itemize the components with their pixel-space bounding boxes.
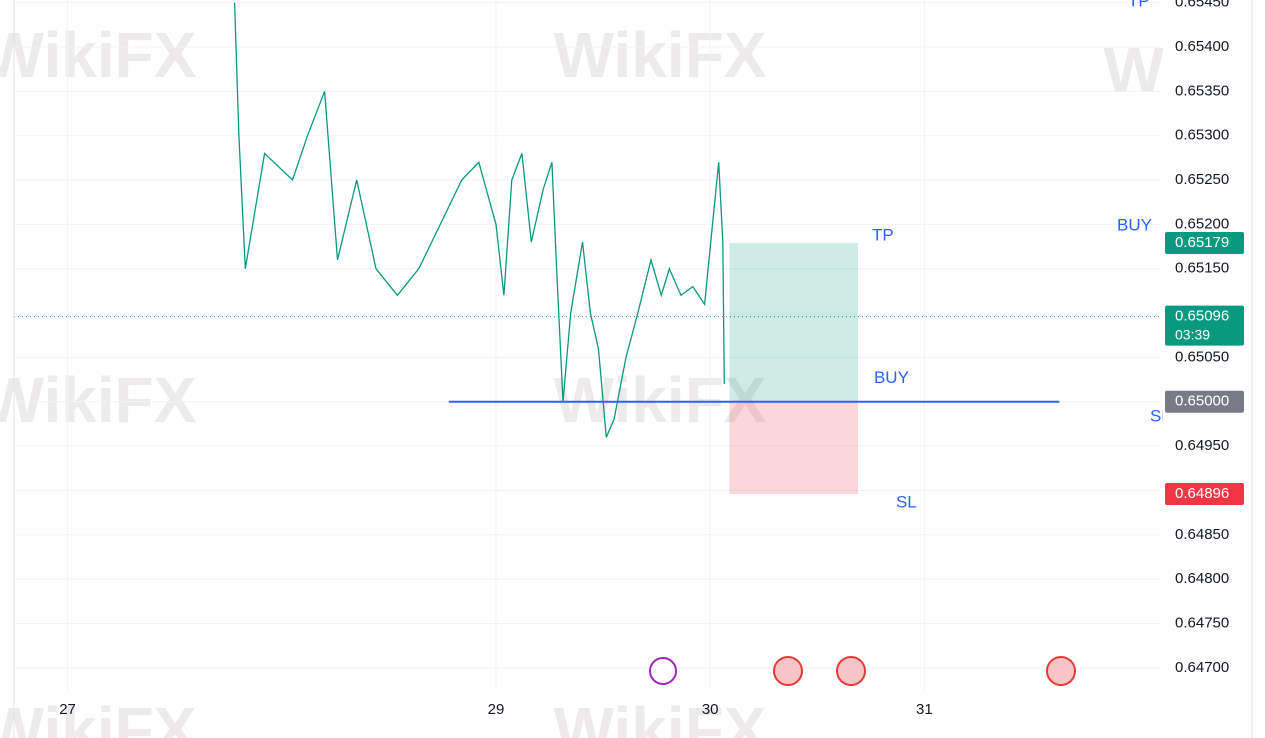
event-icon[interactable] <box>649 657 677 685</box>
y-tick-label: 0.65400 <box>1175 38 1229 55</box>
countdown-label: 03:39 <box>1175 326 1210 342</box>
take-profit-zone <box>729 243 858 402</box>
price-tag <box>1165 390 1244 413</box>
price-tag-label: 0.65179 <box>1175 234 1229 251</box>
price-tag-label: 0.64896 <box>1175 485 1229 502</box>
event-icon[interactable] <box>773 656 803 686</box>
watermark: WikiFX <box>554 694 767 738</box>
y-tick-label: 0.65200 <box>1175 215 1229 232</box>
price-tag <box>1165 482 1244 505</box>
x-tick-label: 30 <box>702 701 719 718</box>
watermark: WikiFX <box>0 19 197 91</box>
y-tick-label: 0.65450 <box>1175 0 1229 11</box>
y-tick-label: 0.65250 <box>1175 171 1229 188</box>
event-icon[interactable] <box>1046 656 1076 686</box>
tp-label: TP <box>872 225 894 244</box>
sl-label: SL <box>896 492 917 511</box>
watermark: WikiFX <box>0 364 197 436</box>
price-tag <box>1165 232 1244 255</box>
event-icon[interactable] <box>836 656 866 686</box>
current-price-label: 0.65096 <box>1175 308 1229 325</box>
y-tick-label: 0.64750 <box>1175 614 1229 631</box>
watermark: WikiFX <box>554 364 767 436</box>
x-tick-label: 29 <box>488 701 505 718</box>
price-line <box>233 2 725 438</box>
y-tick-label: 0.64950 <box>1175 437 1229 454</box>
events <box>649 656 1076 686</box>
watermark: WikiFX <box>0 694 197 738</box>
x-tick-label: 31 <box>916 701 933 718</box>
buy-label: BUY <box>874 368 909 387</box>
stop-loss-zone <box>729 401 858 494</box>
y-tick-label: 0.65350 <box>1175 82 1229 99</box>
tp-label: TP <box>1128 0 1150 10</box>
current-price-tag <box>1165 305 1244 346</box>
y-tick-label: 0.65300 <box>1175 127 1229 144</box>
price-axis-bg <box>1163 0 1265 738</box>
y-tick-label: 0.64800 <box>1175 570 1229 587</box>
y-tick-label: 0.64700 <box>1175 659 1229 676</box>
y-tick-label: 0.65050 <box>1175 348 1229 365</box>
x-tick-label: 27 <box>59 701 76 718</box>
watermark: WikiFX <box>554 19 767 91</box>
y-tick-label: 0.65150 <box>1175 260 1229 277</box>
y-tick-label: 0.64850 <box>1175 526 1229 543</box>
price-axis: 0.65450 0.65400 0.65350 0.65300 0.65250 0.652… <box>13 0 1265 738</box>
price-tag-label: 0.65000 <box>1175 393 1229 410</box>
buy-label: BUY <box>1117 215 1152 234</box>
